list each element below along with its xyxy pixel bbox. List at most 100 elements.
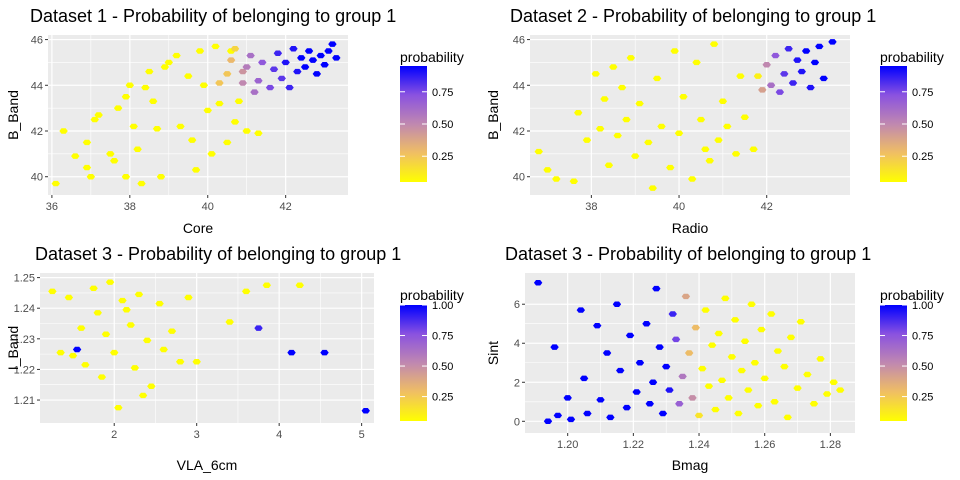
hex-cell [707,342,717,348]
hex-cell [566,416,576,423]
hex-cell [361,408,370,414]
hex-cell [332,55,341,61]
y-tick-label: 1.24 [14,303,35,315]
hex-cell [762,61,771,68]
hex-cell [758,87,767,93]
hex-cell [143,337,152,344]
hex-cell [793,385,802,391]
hex-cell [631,153,640,159]
y-tick-label: 4 [514,338,520,350]
hex-cell [604,162,614,169]
hex-cell [64,294,74,301]
hex-cell [767,311,776,317]
hex-cell [648,379,658,385]
hex-cell [273,50,283,57]
hex-cell [727,354,737,360]
hex-cell [574,109,583,116]
hex-cell [701,146,710,153]
hex-cell [48,288,57,295]
hex-cell [582,137,592,143]
hex-cell [122,307,131,313]
y-axis-label: I_Band [5,326,21,370]
hex-cell [670,48,679,54]
legend-tick-label: 0.25 [432,392,453,404]
hex-cell [717,377,727,384]
y-tick-label: 40 [513,172,525,184]
hex-cell [606,414,615,421]
y-tick-label: 44 [513,80,525,92]
hex-cell [192,359,201,365]
hex-cell [661,363,671,370]
hex-cell [786,334,796,341]
y-axis-label: Sint [485,341,501,365]
hex-cell [665,387,674,393]
hex-cell [176,359,185,365]
hex-cell [106,151,115,157]
hex-cell [714,137,723,143]
legend-colorbar [400,305,427,421]
x-tick-label: 4 [276,429,282,441]
hex-cell [71,153,80,159]
hex-cell [747,301,756,307]
hex-cell [184,73,193,79]
chart-title: Dataset 3 - Probability of belonging to … [505,244,871,264]
x-axis-label: Core [183,220,214,236]
hex-cell [110,157,119,164]
hex-cell [269,66,279,73]
x-tick-label: 5 [359,429,365,441]
hex-cell [308,57,318,63]
hex-cell [160,64,170,70]
hex-cell [658,410,668,417]
hex-cell [250,89,259,95]
hex-cell [258,59,267,66]
hex-cell [616,367,625,374]
hex-cell [121,173,131,180]
hex-cell [714,330,723,337]
hex-cell [644,139,653,146]
legend-tick-label: 0.75 [432,331,453,343]
hex-cell [793,57,802,63]
y-tick-label: 1.21 [14,395,35,407]
hex-cell [93,310,102,316]
hex-cell [724,395,733,401]
x-tick-label: 38 [585,201,597,213]
hex-cell [304,48,314,54]
hex-cell [753,402,763,409]
legend-tick-label: 0.75 [912,87,933,99]
hex-cell [126,322,135,328]
hex-cell [86,173,96,180]
hex-cell [771,52,780,59]
hex-cell [59,128,68,134]
legend-tick-label: 0.75 [912,331,933,343]
hex-cell [704,383,714,389]
hex-cell [666,164,675,171]
hex-cell [312,71,322,77]
hex-cell [81,362,90,368]
hex-cell [316,52,325,59]
hex-cell [678,373,687,380]
hex-cell [734,410,743,417]
hex-cell [238,80,248,86]
hex-cell [657,123,666,130]
legend: probability 0.25 0.50 0.75 1.00 [400,287,464,421]
hex-cell [694,412,704,419]
hex-cell [591,71,600,77]
hex-cell [730,317,740,323]
x-axis-label: Radio [672,220,709,236]
hex-cell [622,404,631,411]
hex-cell [254,77,263,84]
y-tick-label: 6 [514,299,520,311]
hex-cell [737,367,746,374]
hex-cell [602,350,612,356]
legend-title: probability [880,49,944,65]
x-tick-label: 3 [194,429,200,441]
hex-cell [563,395,572,401]
hex-cell [246,52,255,59]
y-tick-label: 42 [513,126,525,138]
hex-cell [648,185,657,191]
hex-cell [295,282,304,288]
legend-tick-label: 1.00 [912,300,933,312]
x-tick-label: 2 [111,429,117,441]
hex-cell [238,68,248,75]
legend-tick-label: 1.00 [432,300,453,312]
